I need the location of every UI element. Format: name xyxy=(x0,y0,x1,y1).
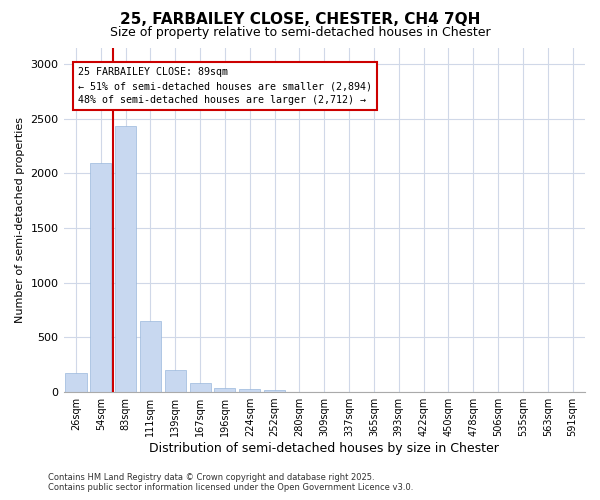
Bar xyxy=(190,384,211,392)
Bar xyxy=(65,373,86,392)
Bar xyxy=(239,390,260,392)
Bar xyxy=(165,370,186,392)
Text: Contains HM Land Registry data © Crown copyright and database right 2025.
Contai: Contains HM Land Registry data © Crown c… xyxy=(48,473,413,492)
Bar xyxy=(214,388,235,392)
Text: Size of property relative to semi-detached houses in Chester: Size of property relative to semi-detach… xyxy=(110,26,490,39)
Bar xyxy=(140,321,161,392)
Y-axis label: Number of semi-detached properties: Number of semi-detached properties xyxy=(15,117,25,323)
Text: 25 FARBAILEY CLOSE: 89sqm
← 51% of semi-detached houses are smaller (2,894)
48% : 25 FARBAILEY CLOSE: 89sqm ← 51% of semi-… xyxy=(78,67,372,105)
Bar xyxy=(264,390,285,392)
Bar xyxy=(115,126,136,392)
X-axis label: Distribution of semi-detached houses by size in Chester: Distribution of semi-detached houses by … xyxy=(149,442,499,455)
Bar xyxy=(90,164,112,392)
Text: 25, FARBAILEY CLOSE, CHESTER, CH4 7QH: 25, FARBAILEY CLOSE, CHESTER, CH4 7QH xyxy=(120,12,480,28)
